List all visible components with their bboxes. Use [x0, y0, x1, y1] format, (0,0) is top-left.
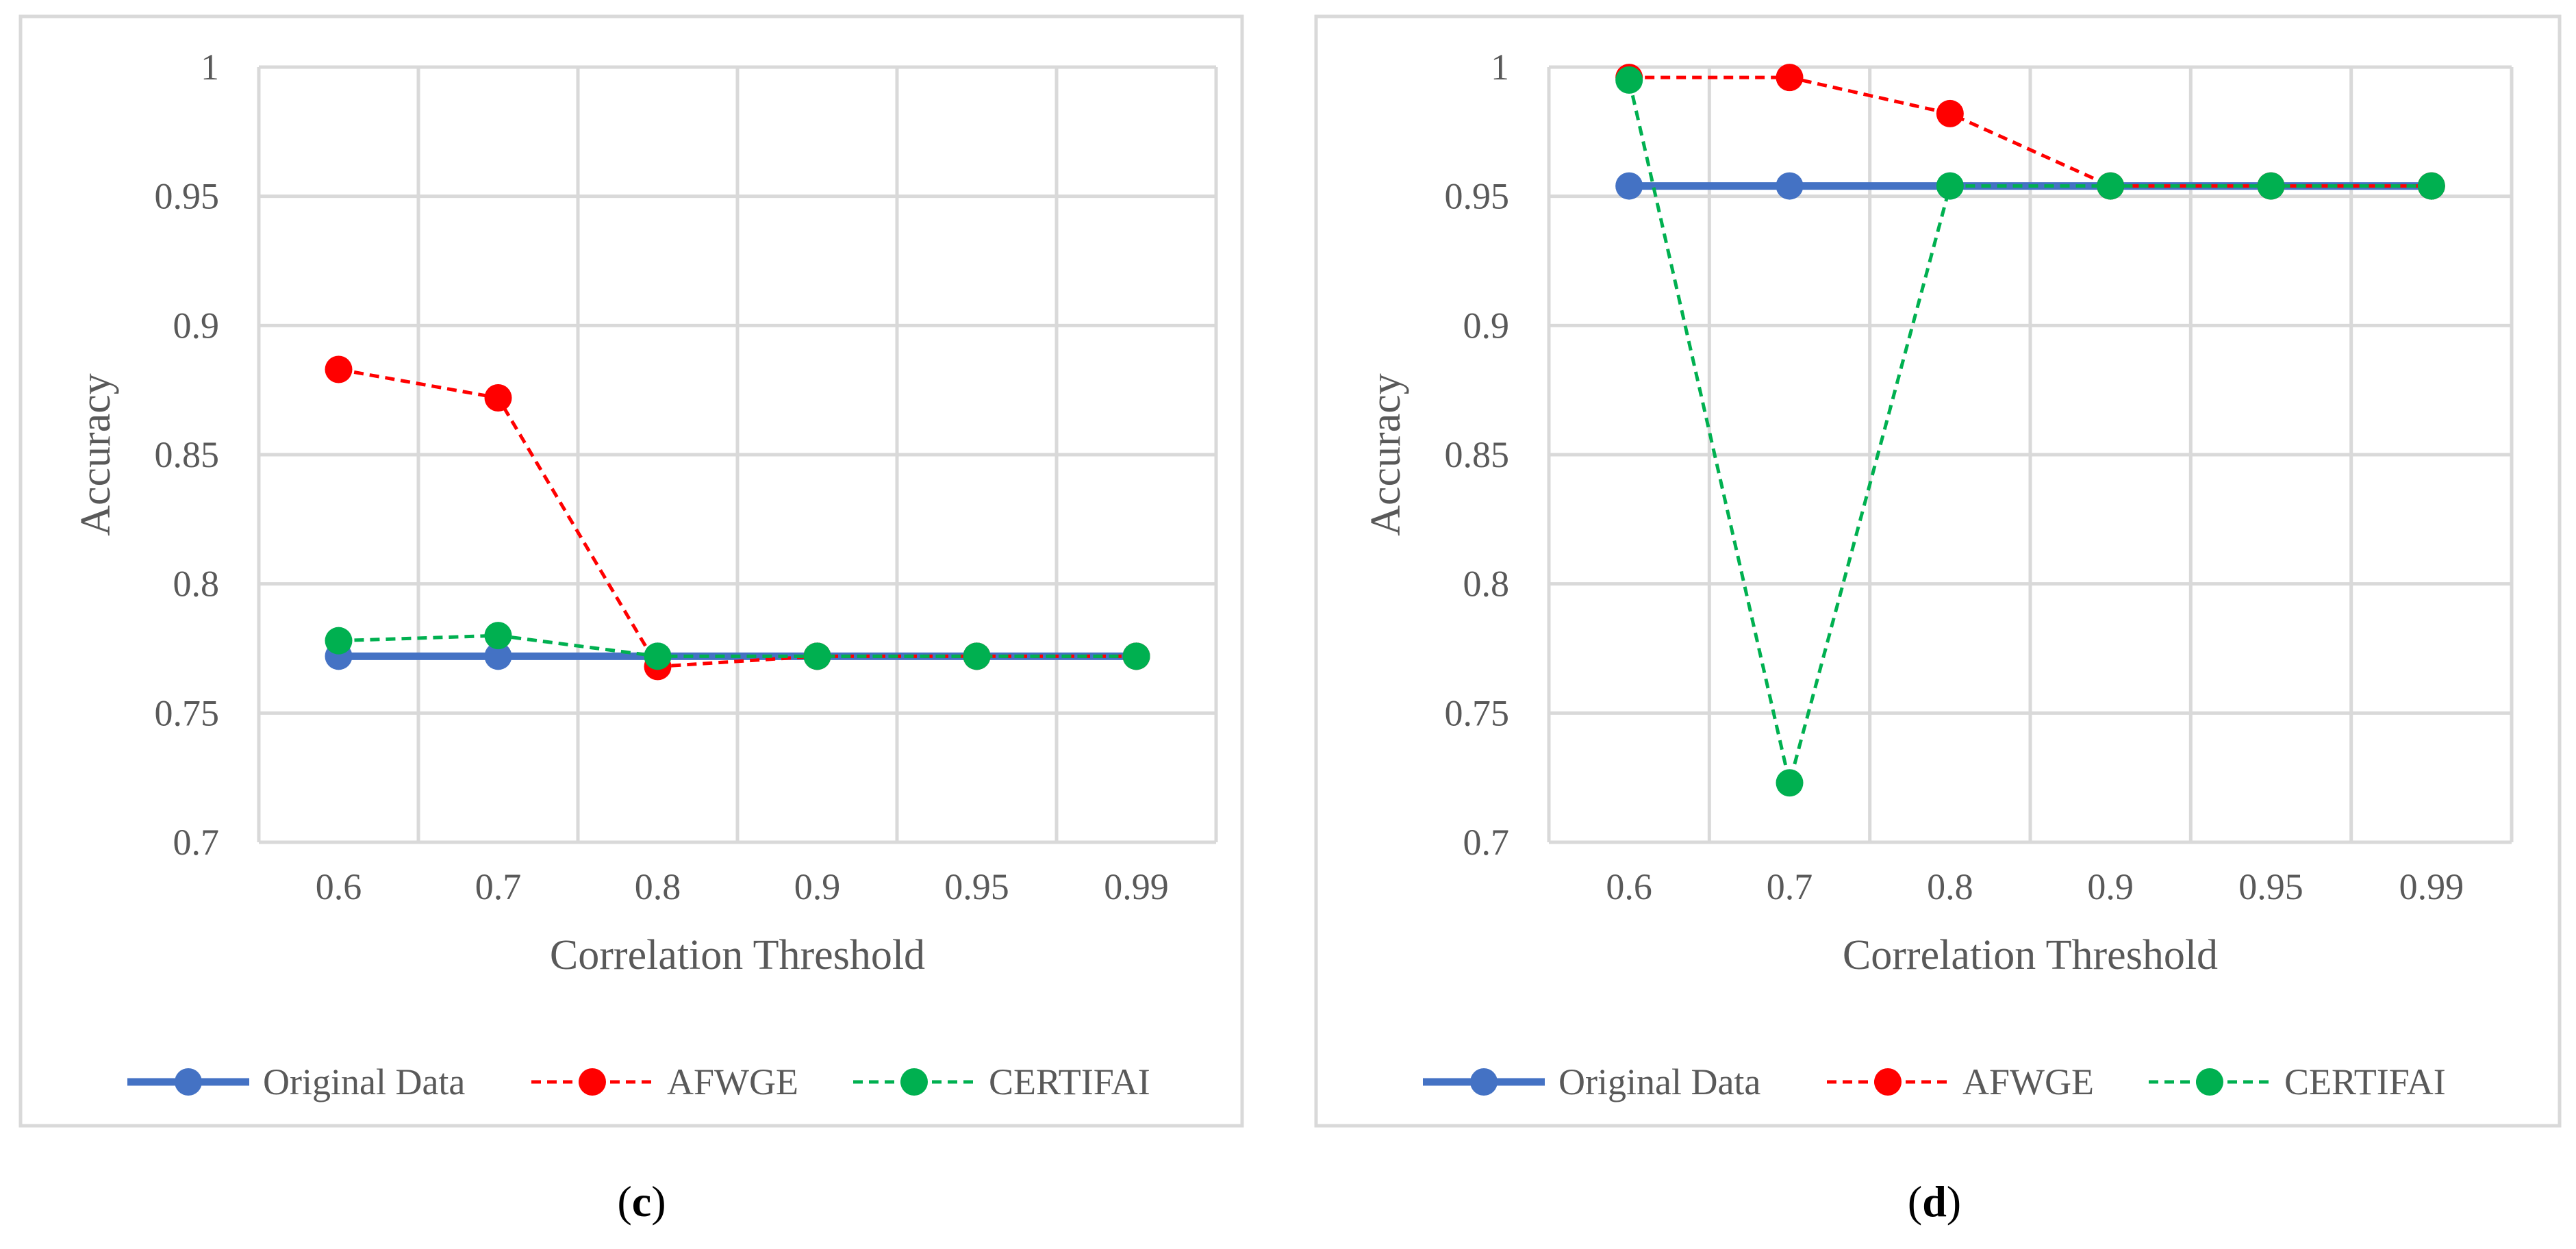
y-axis-title: Accuracy	[73, 373, 119, 536]
legend-label-afwge: AFWGE	[667, 1061, 798, 1102]
data-point-certifai	[1122, 642, 1150, 670]
series-line-certifai	[338, 633, 1137, 658]
x-tick-label: 0.6	[316, 866, 362, 907]
chart-panel-d: 0.7 0.75 0.8 0.85 0.9 0.95 1 0.6 0.7 0.8 0.9 0.95 0.…	[1314, 14, 2562, 1128]
legend-label-original-data: Original Data	[263, 1061, 465, 1102]
caption-letter: c	[632, 1177, 651, 1226]
data-point-afwge	[1776, 64, 1804, 92]
data-point-certifai	[803, 642, 831, 670]
panel-caption: (c)	[617, 1177, 666, 1226]
legend-label-original-data: Original Data	[1558, 1061, 1760, 1102]
y-tick-label: 0.75	[1445, 692, 1510, 733]
y-tick-label: 0.85	[1445, 434, 1510, 475]
caption-close-paren: )	[1947, 1177, 1961, 1226]
x-axis-title: Correlation Threshold	[1843, 932, 2218, 979]
data-point-certifai	[1615, 66, 1643, 94]
x-tick-label: 0.8	[1927, 866, 1973, 907]
data-point-afwge	[325, 355, 353, 383]
x-tick-label: 0.99	[2399, 866, 2464, 907]
legend-label-certifai: CERTIFAI	[2284, 1061, 2446, 1102]
x-tick-label: 0.99	[1104, 866, 1169, 907]
y-tick-label: 0.75	[155, 692, 220, 733]
y-tick-label: 0.85	[155, 434, 220, 475]
legend-label-afwge: AFWGE	[1962, 1061, 2094, 1102]
caption-open-paren: (	[1908, 1177, 1922, 1226]
y-tick-label: 1	[1491, 47, 1509, 88]
x-tick-label: 0.95	[944, 866, 1009, 907]
y-tick-label: 0.95	[1445, 176, 1510, 217]
x-tick-label: 0.9	[2087, 866, 2134, 907]
x-tick-label: 0.9	[794, 866, 841, 907]
legend-marker-original-data	[175, 1068, 202, 1096]
data-point-certifai	[1936, 172, 1964, 200]
y-tick-label: 0.7	[173, 822, 220, 863]
x-tick-label: 0.6	[1606, 866, 1652, 907]
panel-caption: (d)	[1908, 1177, 1961, 1226]
series-line-certifai	[1627, 79, 2432, 783]
legend-marker-afwge	[1874, 1068, 1902, 1096]
y-tick-label: 1	[201, 47, 219, 88]
legend-label-certifai: CERTIFAI	[989, 1061, 1150, 1102]
series-line-afwge	[1629, 75, 2432, 188]
legend-marker-certifai	[900, 1068, 928, 1096]
y-axis-title: Accuracy	[1363, 373, 1409, 536]
legend-marker-original-data	[1470, 1068, 1498, 1096]
y-tick-label: 0.7	[1463, 822, 1510, 863]
data-point-original-data	[1615, 172, 1643, 200]
y-tick-label: 0.9	[1463, 305, 1510, 346]
y-tick-label: 0.8	[1463, 564, 1510, 605]
chart-panel-c: 0.7 0.75 0.8 0.85 0.9 0.95 1 0.6 0.7 0.8 0.9 0.95 0.…	[18, 14, 1244, 1128]
data-point-certifai	[1776, 769, 1804, 797]
y-tick-label: 0.8	[173, 564, 220, 605]
data-point-afwge	[484, 383, 512, 412]
data-point-original-data	[1776, 172, 1804, 200]
data-point-afwge	[1936, 99, 1964, 127]
data-point-certifai	[484, 622, 512, 650]
x-axis-title: Correlation Threshold	[550, 932, 925, 979]
caption-close-paren: )	[651, 1177, 666, 1226]
legend-marker-afwge	[579, 1068, 606, 1096]
data-point-original-data	[484, 642, 512, 670]
y-tick-label: 0.9	[173, 305, 220, 346]
x-tick-label: 0.95	[2238, 866, 2303, 907]
x-tick-label: 0.7	[475, 866, 522, 907]
caption-open-paren: (	[617, 1177, 631, 1226]
data-point-certifai	[644, 642, 672, 670]
x-tick-label: 0.8	[635, 866, 681, 907]
data-point-certifai	[2097, 172, 2125, 200]
data-point-certifai	[2257, 172, 2285, 200]
x-tick-label: 0.7	[1767, 866, 1813, 907]
chart-frame	[18, 14, 1244, 1128]
data-point-certifai	[963, 642, 991, 670]
caption-letter: d	[1922, 1177, 1947, 1226]
data-point-certifai	[325, 627, 353, 655]
y-tick-label: 0.95	[155, 176, 220, 217]
legend-marker-certifai	[2196, 1068, 2223, 1096]
data-point-certifai	[2417, 172, 2445, 200]
